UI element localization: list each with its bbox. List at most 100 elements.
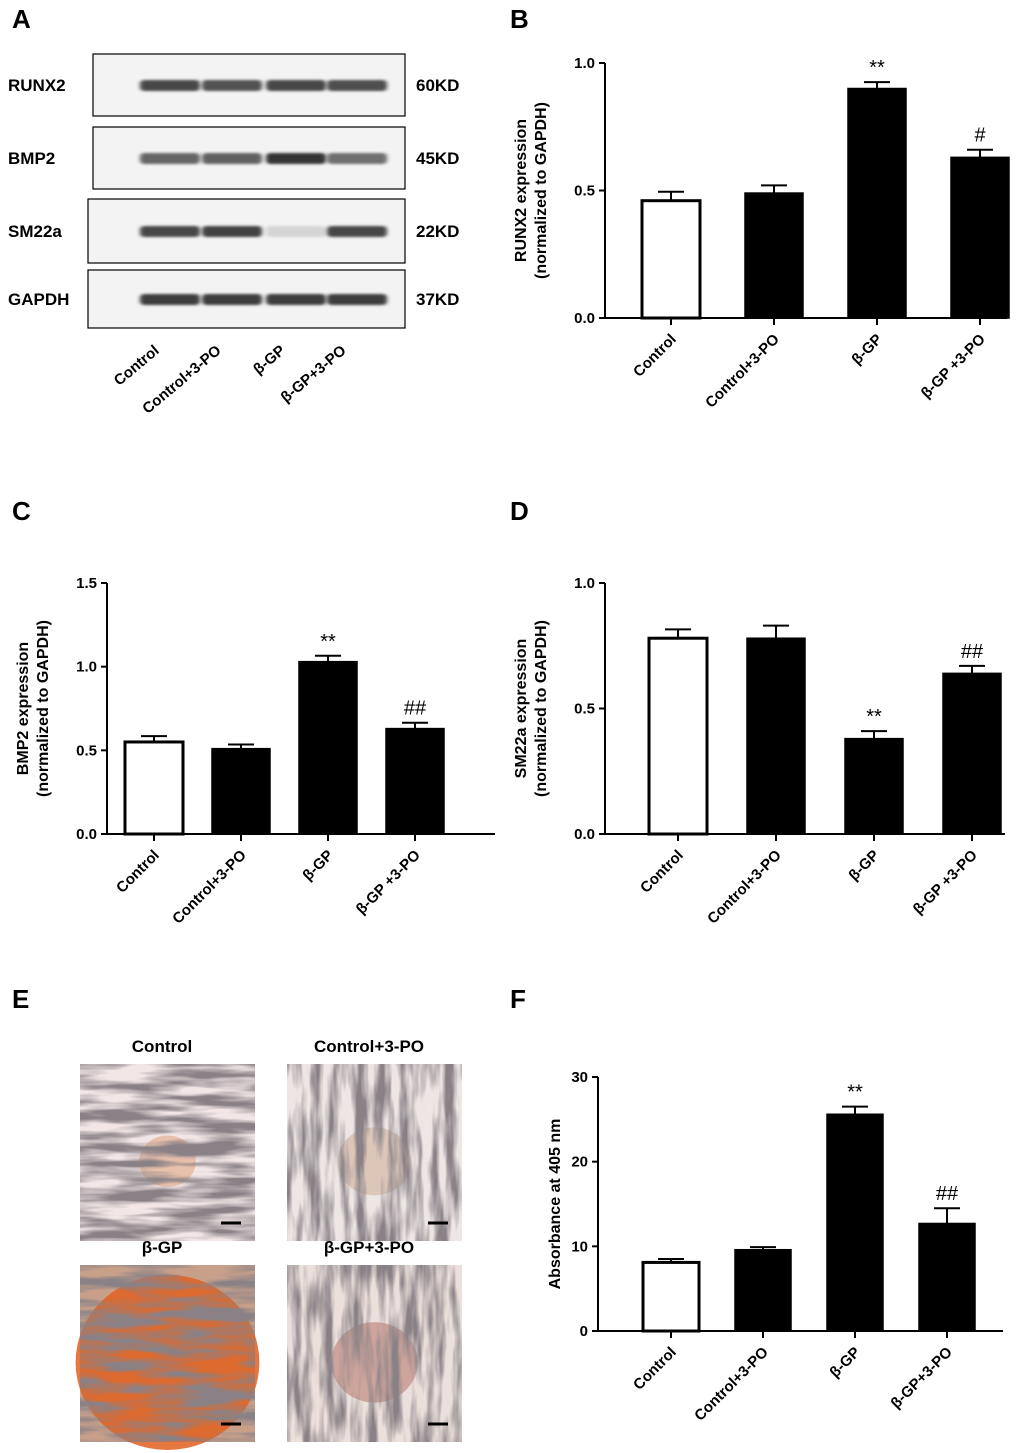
bar [123, 740, 185, 836]
category-label: β-GP +3-PO [910, 847, 981, 918]
blot-band [202, 153, 262, 164]
micrographs: Control Control+3-PO β-GP β-GP+3-PO [75, 1037, 462, 1450]
bar [844, 737, 904, 835]
y-tick-label: 10 [571, 1238, 588, 1255]
significance-marker: ## [961, 641, 984, 663]
bar [211, 747, 271, 835]
bar [942, 672, 1002, 835]
y-tick-label: 1.0 [574, 575, 595, 592]
blot-band [327, 80, 387, 91]
blot-size-label: 37KD [416, 290, 459, 309]
y-axis-label: (normalized to GAPDH) [533, 102, 550, 279]
y-axis-label: BMP2 expression [15, 642, 32, 775]
blot-band [266, 294, 326, 305]
blot-band [327, 294, 387, 305]
category-label: β-GP +3-PO [918, 331, 989, 402]
cell-texture [287, 1265, 462, 1442]
y-axis-label: RUNX2 expression [513, 119, 530, 262]
significance-marker: # [974, 125, 986, 147]
significance-marker: ** [866, 706, 882, 728]
blot-band [140, 294, 200, 305]
y-axis-label: SM22a expression [513, 639, 530, 779]
category-label: β-GP [299, 847, 336, 884]
bar [640, 199, 702, 320]
y-tick-label: 0.0 [574, 310, 595, 327]
category-label: Control [637, 847, 687, 897]
category-label: β-GP +3-PO [353, 847, 424, 918]
significance-marker: ## [936, 1183, 959, 1205]
category-label: β-GP+3-PO [888, 1344, 957, 1413]
blot-band [266, 226, 326, 237]
y-tick-label: 20 [571, 1154, 588, 1171]
category-label: Control+3-PO [702, 331, 783, 412]
blot-lane-label: Control [111, 342, 163, 389]
y-tick-label: 1.5 [76, 575, 97, 592]
category-label: β-GP [848, 331, 885, 368]
significance-marker: ** [847, 1082, 863, 1104]
cell-texture [80, 1064, 255, 1241]
chart-sm22a-expression: 0.0 0.5 1.0 SM22a expression (normalized to … [513, 575, 1005, 927]
y-tick-label: 0.5 [76, 742, 97, 759]
y-tick-label: 0.0 [574, 826, 595, 843]
category-label: Control+3-PO [704, 847, 785, 928]
panel-label-c: C [12, 496, 31, 526]
significance-marker: ## [404, 698, 427, 720]
micrograph-title: β-GP+3-PO [324, 1238, 414, 1257]
micrograph-title: β-GP [142, 1238, 183, 1257]
y-axis-label: (normalized to GAPDH) [533, 620, 550, 797]
blot-band [327, 226, 387, 237]
panel-label-f: F [510, 984, 526, 1014]
blot-band [202, 294, 262, 305]
category-label: Control [630, 1344, 680, 1394]
blot-protein-label: RUNX2 [8, 76, 66, 95]
panel-label-a: A [12, 4, 31, 34]
blot-band [266, 153, 326, 164]
y-tick-label: 0.0 [76, 826, 97, 843]
bar [647, 636, 709, 836]
bar [826, 1113, 884, 1332]
bar [641, 1260, 701, 1333]
micrograph-title: Control [132, 1037, 192, 1056]
blot-size-label: 22KD [416, 222, 459, 241]
bar [744, 192, 804, 319]
y-tick-label: 30 [571, 1069, 588, 1086]
blot-lane-label: β-GP [250, 342, 288, 378]
significance-marker: ** [320, 631, 336, 653]
cell-texture [80, 1265, 255, 1442]
bar [847, 87, 907, 319]
category-label: Control [630, 331, 680, 381]
chart-absorbance: 0 10 20 30 Absorbance at 405 nm Control Contro… [547, 1069, 1003, 1424]
micrograph-title: Control+3-PO [314, 1037, 424, 1056]
cell-texture [287, 1064, 462, 1241]
blot-size-label: 45KD [416, 149, 459, 168]
bar [385, 727, 445, 835]
significance-marker: ** [869, 57, 885, 79]
bar [298, 660, 358, 835]
bar [950, 156, 1010, 319]
panel-label-e: E [12, 984, 29, 1014]
bar [734, 1248, 792, 1332]
blot-protein-label: SM22a [8, 222, 62, 241]
blot-band [202, 226, 262, 237]
category-label: Control [113, 847, 163, 897]
blot-size-label: 60KD [416, 76, 459, 95]
blot-band [140, 80, 200, 91]
y-tick-label: 0.5 [574, 701, 595, 718]
y-axis-label: Absorbance at 405 nm [547, 1119, 564, 1290]
blot-protein-label: BMP2 [8, 149, 55, 168]
y-tick-label: 1.0 [76, 659, 97, 676]
category-label: Control+3-PO [169, 847, 250, 928]
bar [746, 637, 806, 835]
blot-protein-label: GAPDH [8, 290, 69, 309]
category-label: β-GP [845, 847, 882, 884]
chart-runx2-expression: 0.0 0.5 1.0 RUNX2 expression (normalized to … [513, 55, 1010, 412]
blot-lane-label: β-GP+3-PO [278, 342, 350, 406]
blot-band [266, 80, 326, 91]
blot-band [202, 80, 262, 91]
y-tick-label: 1.0 [574, 55, 595, 72]
y-axis-label: (normalized to GAPDH) [35, 620, 52, 797]
blot-band [140, 226, 200, 237]
blot-band [327, 153, 387, 164]
y-tick-label: 0 [580, 1323, 588, 1340]
